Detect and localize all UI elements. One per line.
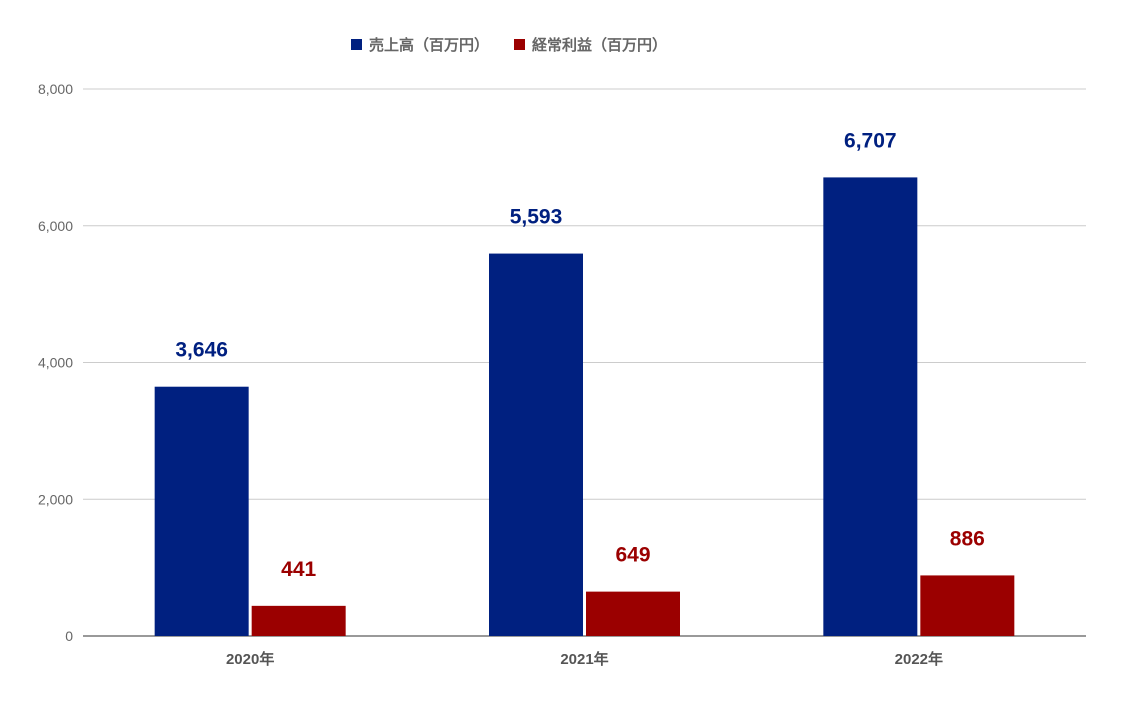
- legend-swatch-ordinary-profit: [514, 39, 525, 50]
- y-tick-label: 2,000: [38, 491, 73, 507]
- y-tick-label: 8,000: [38, 81, 73, 97]
- legend: 売上高（百万円） 経常利益（百万円）: [351, 36, 667, 54]
- x-tick-label: 2021年: [560, 650, 608, 668]
- x-tick-label: 2022年: [895, 650, 943, 668]
- data-label: 5,593: [510, 206, 563, 229]
- legend-swatch-sales: [351, 39, 362, 50]
- bar-ordinary-profit-2022: [920, 575, 1015, 636]
- bar-sales-2022: [823, 177, 918, 636]
- data-label: 6,707: [844, 129, 897, 152]
- data-label: 3,646: [175, 339, 228, 362]
- data-labels: 3,646 441 5,593 649 6,707 886: [175, 129, 984, 580]
- y-tick-label: 6,000: [38, 218, 73, 234]
- x-tick-label: 2020年: [226, 650, 274, 668]
- bar-sales-2020: [154, 386, 249, 636]
- bar-ordinary-profit-2021: [586, 591, 680, 636]
- y-axis: 0 2,000 4,000 6,000 8,000: [38, 81, 73, 644]
- data-label: 441: [281, 558, 316, 581]
- y-tick-label: 0: [65, 628, 73, 644]
- legend-label-ordinary-profit: 経常利益（百万円）: [532, 36, 667, 54]
- data-label: 649: [615, 544, 650, 567]
- gridlines: [83, 88, 1086, 637]
- bar-sales-2021: [489, 253, 583, 637]
- bar-ordinary-profit-2020: [251, 605, 346, 636]
- bars: [154, 177, 1015, 637]
- y-tick-label: 4,000: [38, 355, 73, 371]
- legend-label-sales: 売上高（百万円）: [369, 36, 489, 54]
- data-label: 886: [950, 527, 985, 550]
- x-axis: 2020年 2021年 2022年: [226, 650, 943, 668]
